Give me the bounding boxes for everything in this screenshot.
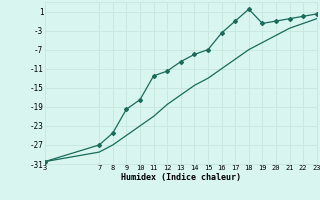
X-axis label: Humidex (Indice chaleur): Humidex (Indice chaleur) (121, 173, 241, 182)
